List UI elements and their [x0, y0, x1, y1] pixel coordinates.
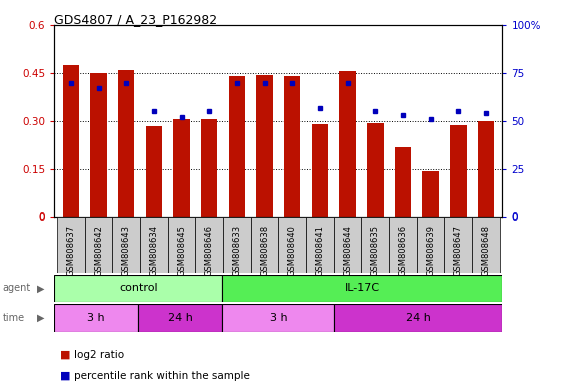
Bar: [477, 121, 494, 217]
Text: 0: 0: [512, 212, 518, 222]
Bar: [444, 217, 472, 273]
Bar: [173, 119, 190, 217]
Bar: [85, 217, 112, 273]
Text: GDS4807 / A_23_P162982: GDS4807 / A_23_P162982: [54, 13, 218, 26]
Text: percentile rank within the sample: percentile rank within the sample: [74, 371, 250, 381]
Bar: [138, 304, 222, 332]
Bar: [367, 122, 384, 217]
Bar: [361, 217, 389, 273]
Text: GSM808645: GSM808645: [177, 225, 186, 276]
Bar: [422, 170, 439, 217]
Bar: [112, 217, 140, 273]
Text: GSM808642: GSM808642: [94, 225, 103, 276]
Bar: [54, 275, 222, 302]
Text: GSM808641: GSM808641: [315, 225, 324, 276]
Bar: [335, 304, 502, 332]
Text: time: time: [3, 313, 25, 323]
Bar: [417, 217, 444, 273]
Bar: [222, 275, 502, 302]
Text: GSM808635: GSM808635: [371, 225, 380, 276]
Text: GSM808646: GSM808646: [204, 225, 214, 276]
Bar: [118, 70, 135, 217]
Bar: [306, 217, 333, 273]
Bar: [395, 147, 411, 217]
Text: ■: ■: [60, 371, 70, 381]
Text: log2 ratio: log2 ratio: [74, 350, 124, 360]
Text: GSM808633: GSM808633: [232, 225, 242, 276]
Bar: [63, 65, 79, 217]
Text: 0: 0: [39, 212, 45, 222]
Text: 3 h: 3 h: [270, 313, 287, 323]
Text: GSM808643: GSM808643: [122, 225, 131, 276]
Text: GSM808648: GSM808648: [481, 225, 490, 276]
Bar: [251, 217, 279, 273]
Text: GSM808634: GSM808634: [150, 225, 158, 276]
Bar: [57, 217, 85, 273]
Bar: [279, 217, 306, 273]
Text: IL-17C: IL-17C: [345, 283, 380, 293]
Text: 24 h: 24 h: [168, 313, 193, 323]
Text: ▶: ▶: [37, 283, 45, 293]
Text: agent: agent: [3, 283, 31, 293]
Bar: [146, 126, 162, 217]
Bar: [54, 304, 138, 332]
Text: GSM808637: GSM808637: [66, 225, 75, 276]
Text: ▶: ▶: [37, 313, 45, 323]
Bar: [201, 119, 218, 217]
Text: GSM808639: GSM808639: [426, 225, 435, 276]
Text: 24 h: 24 h: [406, 313, 431, 323]
Bar: [312, 124, 328, 217]
Bar: [333, 217, 361, 273]
Text: GSM808644: GSM808644: [343, 225, 352, 276]
Bar: [140, 217, 168, 273]
Bar: [389, 217, 417, 273]
Bar: [222, 304, 335, 332]
Bar: [90, 73, 107, 217]
Bar: [228, 76, 245, 217]
Bar: [450, 125, 467, 217]
Text: GSM808636: GSM808636: [399, 225, 407, 276]
Bar: [284, 76, 300, 217]
Text: GSM808638: GSM808638: [260, 225, 269, 276]
Text: 3 h: 3 h: [87, 313, 105, 323]
Bar: [339, 71, 356, 217]
Text: control: control: [119, 283, 158, 293]
Bar: [256, 74, 273, 217]
Text: ■: ■: [60, 350, 70, 360]
Bar: [195, 217, 223, 273]
Text: GSM808640: GSM808640: [288, 225, 297, 276]
Bar: [472, 217, 500, 273]
Bar: [223, 217, 251, 273]
Text: GSM808647: GSM808647: [454, 225, 463, 276]
Bar: [168, 217, 195, 273]
